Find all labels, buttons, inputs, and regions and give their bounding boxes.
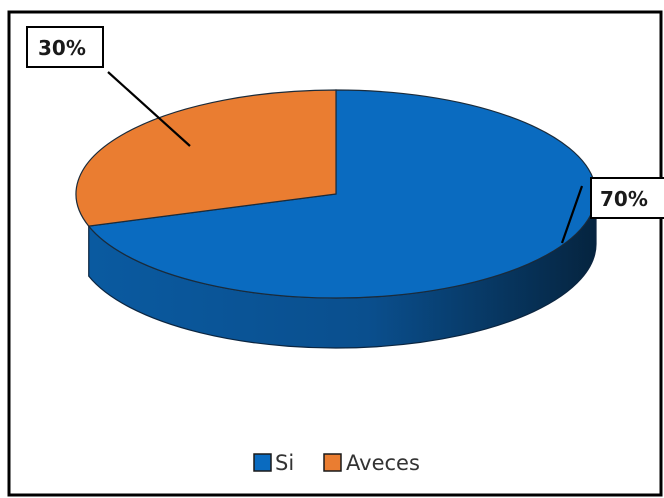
legend-label-aveces: Aveces xyxy=(346,451,420,475)
data-label-aveces-text: 30% xyxy=(38,36,86,60)
legend-swatch-aveces xyxy=(323,453,342,472)
leader-line-si xyxy=(560,185,584,244)
data-label-aveces: 30% xyxy=(26,26,104,68)
pie-slice-aveces xyxy=(75,89,337,227)
pie-slice-si xyxy=(87,89,597,299)
data-label-si: 70% xyxy=(590,177,664,219)
legend-swatch-si xyxy=(253,453,272,472)
data-label-si-text: 70% xyxy=(600,187,648,211)
legend-label-si: Si xyxy=(275,451,294,475)
leader-line-aveces xyxy=(107,71,191,147)
legend: Si Aveces xyxy=(253,451,420,475)
